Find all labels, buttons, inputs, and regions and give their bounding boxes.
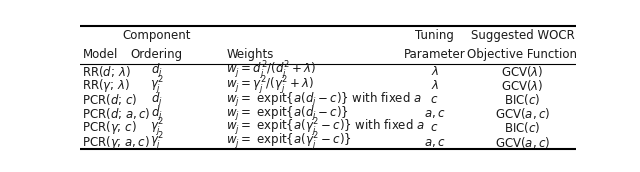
Text: GCV($a, c$): GCV($a, c$) xyxy=(495,106,550,121)
Text: $w_j = \gamma_j^2/(\gamma_j^2 + \lambda)$: $w_j = \gamma_j^2/(\gamma_j^2 + \lambda)… xyxy=(227,74,315,96)
Text: $w_j = d_j^2/(d_j^2 + \lambda)$: $w_j = d_j^2/(d_j^2 + \lambda)$ xyxy=(227,60,317,82)
Text: BIC($c$): BIC($c$) xyxy=(504,120,541,135)
Text: $w_j = $ expit$\{a(d_j - c)\}$: $w_j = $ expit$\{a(d_j - c)\}$ xyxy=(227,105,349,123)
Text: $w_j = $ expit$\{a(\gamma_j^2 - c)\}$ with fixed $a$: $w_j = $ expit$\{a(\gamma_j^2 - c)\}$ wi… xyxy=(227,117,425,139)
Text: RR($\gamma$; $\lambda$): RR($\gamma$; $\lambda$) xyxy=(83,77,131,94)
Text: Tuning: Tuning xyxy=(415,29,454,42)
Text: GCV($a, c$): GCV($a, c$) xyxy=(495,135,550,149)
Text: Parameter: Parameter xyxy=(404,48,465,61)
Text: $\lambda$: $\lambda$ xyxy=(431,79,439,92)
Text: Component: Component xyxy=(123,29,191,42)
Text: $d_j$: $d_j$ xyxy=(151,62,163,80)
Text: PCR($\gamma$; $a, c$): PCR($\gamma$; $a, c$) xyxy=(83,133,150,150)
Text: RR($d$; $\lambda$): RR($d$; $\lambda$) xyxy=(83,64,131,79)
Text: Model: Model xyxy=(83,48,118,61)
Text: $w_j = $ expit$\{a(\gamma_j^2 - c)\}$: $w_j = $ expit$\{a(\gamma_j^2 - c)\}$ xyxy=(227,131,352,153)
Text: $\gamma_j^2$: $\gamma_j^2$ xyxy=(150,117,164,139)
Text: GCV($\lambda$): GCV($\lambda$) xyxy=(501,78,543,93)
Text: $w_j = $ expit$\{a(d_j - c)\}$ with fixed $a$: $w_j = $ expit$\{a(d_j - c)\}$ with fixe… xyxy=(227,91,422,109)
Text: $d_j$: $d_j$ xyxy=(151,91,163,109)
Text: $a, c$: $a, c$ xyxy=(424,136,445,149)
Text: GCV($\lambda$): GCV($\lambda$) xyxy=(501,64,543,79)
Text: Ordering: Ordering xyxy=(131,48,183,61)
Text: $\gamma_j^2$: $\gamma_j^2$ xyxy=(150,74,164,96)
Text: Weights: Weights xyxy=(227,48,274,61)
Text: $\lambda$: $\lambda$ xyxy=(431,65,439,78)
Text: PCR($\gamma$; $c$): PCR($\gamma$; $c$) xyxy=(83,119,137,136)
Text: $d_j$: $d_j$ xyxy=(151,105,163,123)
Text: $\gamma_j^2$: $\gamma_j^2$ xyxy=(150,131,164,153)
Text: $c$: $c$ xyxy=(431,93,439,106)
Text: Suggested WOCR: Suggested WOCR xyxy=(470,29,574,42)
Text: BIC($c$): BIC($c$) xyxy=(504,92,541,107)
Text: $c$: $c$ xyxy=(431,121,439,134)
Text: PCR($d$; $c$): PCR($d$; $c$) xyxy=(83,92,138,107)
Text: Objective Function: Objective Function xyxy=(467,48,577,61)
Text: PCR($d$; $a, c$): PCR($d$; $a, c$) xyxy=(83,106,151,121)
Text: $a, c$: $a, c$ xyxy=(424,107,445,120)
